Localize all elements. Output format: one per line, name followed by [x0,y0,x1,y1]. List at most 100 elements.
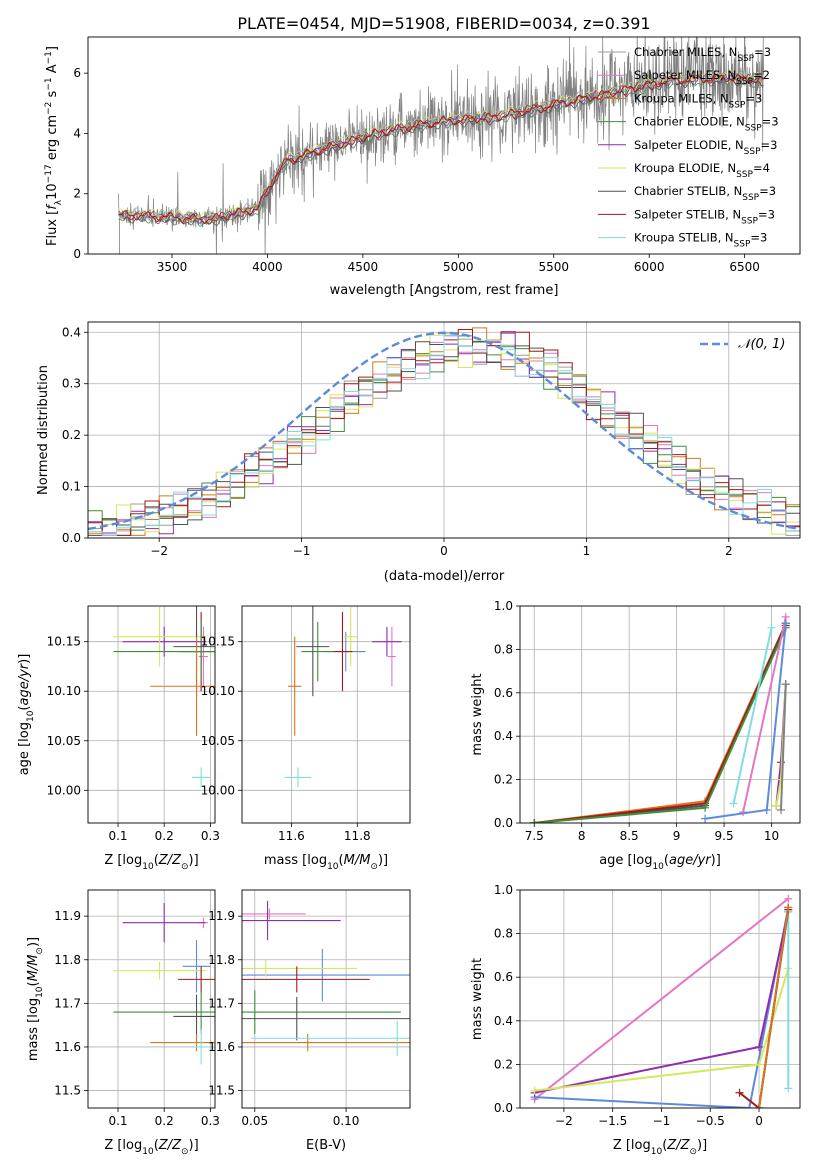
x-axis-label: (data-model)/error [384,569,505,584]
x-tick-label: −1 [653,1114,671,1128]
x-tick-label: 8 [578,829,586,843]
y-tick-label: 11.8 [208,953,235,967]
y-axis-label: Flux [fλ10−17 erg cm−2 s−1 A−1] [44,46,64,246]
legend-entry: Kroupa STELIB, NSSP=3 [634,231,767,250]
x-axis-label: age [log10(age/yr)] [599,853,721,872]
mass-weight-line [742,616,787,813]
legend-entry: Salpeter ELODIE, NSSP=3 [634,138,777,157]
x-tick-label: 0.10 [333,1114,360,1128]
x-tick-label: 9 [673,829,681,843]
axes-frame [519,889,801,1109]
y-tick-label: 11.7 [208,996,235,1010]
axes-frame [241,605,411,824]
plot-area [530,894,793,1108]
data-point-marker [781,619,790,628]
y-tick-label: 11.5 [208,1084,235,1098]
data-point-marker [767,623,776,632]
data-point-marker [784,903,793,912]
data-point-marker [784,894,793,903]
data-point-marker [772,801,781,810]
y-tick-label: 0.8 [494,927,513,941]
x-axis-label: Z [log10(Z/Z⊙)] [104,1138,198,1157]
age-vs-mass-panel: 11.6 11.8 10.00 10.05 10.10 10.15 mass [log10(… [201,605,411,872]
y-tick-label: 10.00 [47,783,81,797]
y-tick-label: 0 [73,247,81,261]
x-tick-label: −0.5 [696,1114,725,1128]
y-tick-label: 11.6 [208,1040,235,1054]
axes-frame [87,889,216,1109]
y-tick-label: 0.0 [494,816,513,830]
legend-entry: Chabrier MILES, NSSP=3 [634,45,771,64]
y-axis-label: age [log10(age/yr)] [17,654,36,776]
axes-frame [87,36,801,255]
data-point-marker [530,1086,539,1095]
y-tick-label: 0.0 [494,1101,513,1115]
mass-vs-metallicity-panel: 0.1 0.2 0.3 11.5 11.6 11.7 11.8 11.9 Z [log10(Z/… [26,889,220,1157]
legend-entry: Kroupa ELODIE, NSSP=4 [634,161,770,180]
legend-entry: Chabrier STELIB, NSSP=3 [634,184,776,203]
y-tick-label: 11.8 [54,953,81,967]
x-axis-label: mass [log10(M/M⊙)] [264,853,388,872]
y-tick-label: 11.9 [54,909,81,923]
data-point-marker [735,1088,744,1097]
x-tick-label: 6000 [634,260,665,274]
plot-area [113,903,215,1065]
y-tick-label: 0.3 [62,377,81,391]
legend-entry: Salpeter STELIB, NSSP=3 [634,207,775,226]
y-axis-label: mass weight [470,673,485,755]
plot-area [118,37,765,254]
model-spectrum [118,74,764,226]
plot-area [88,327,800,536]
y-axis-label: Normed distribution [36,365,51,495]
plot-area [113,606,215,788]
y-tick-label: 0.8 [494,642,513,656]
figure-title: PLATE=0454, MJD=51908, FIBERID=0034, z=0… [237,14,650,33]
legend-entry: Salpeter MILES, NSSP=2 [634,68,770,87]
x-tick-label: −2 [555,1114,573,1128]
x-tick-label: 11.8 [344,829,371,843]
x-tick-label: 0 [440,544,448,558]
data-point-marker [729,799,738,808]
x-tick-label: 0.2 [155,1114,174,1128]
y-axis-label: mass [log10(M/M⊙)] [26,937,45,1061]
x-tick-label: 4500 [348,260,379,274]
data-point-marker [784,1084,793,1093]
y-tick-label: 10.00 [201,783,235,797]
x-tick-label: 9.5 [715,829,734,843]
model-spectrum [118,70,764,223]
residual-histogram [88,335,800,536]
data-point-marker [762,805,771,814]
plot-area [530,612,790,823]
plot-area [284,606,402,788]
x-tick-label: −1.5 [598,1114,627,1128]
x-tick-label: 5500 [538,260,569,274]
x-tick-label: 0 [755,1114,763,1128]
data-point-marker [777,775,786,784]
y-tick-label: 4 [73,126,81,140]
axes-frame [241,889,411,1109]
y-tick-label: 10.10 [47,684,81,698]
y-tick-label: 0.2 [494,773,513,787]
legend-entry: 𝒩(0, 1) [738,337,785,352]
y-tick-label: 11.6 [54,1040,81,1054]
y-tick-label: 0.2 [62,428,81,442]
mass-vs-ebv-panel: 0.05 0.10 11.5 11.6 11.7 11.8 11.9 E(B-V) [208,889,411,1153]
y-tick-label: 0.0 [62,531,81,545]
data-point-marker [755,1060,764,1069]
x-tick-label: 4000 [252,260,283,274]
y-tick-label: 10.05 [201,734,235,748]
x-tick-label: 1 [583,544,591,558]
x-tick-label: 8.5 [620,829,639,843]
age-vs-metallicity-panel: 0.1 0.2 0.3 10.00 10.05 10.10 10.15 Z [log10(Z/… [17,605,220,872]
y-tick-label: 6 [73,66,81,80]
data-point-marker [701,803,710,812]
x-tick-label: 0.3 [201,829,220,843]
mass-weight-vs-age-panel: 7.5 8 8.5 9 9.5 10 0.0 0.2 0.4 0.6 0.8 1.0 age [log1… [470,599,801,872]
x-tick-label: 11.6 [278,829,305,843]
x-tick-label: 0.05 [241,1114,268,1128]
y-tick-label: 0.4 [494,1014,513,1028]
data-point-marker [781,680,790,689]
y-axis-label: mass weight [470,958,485,1040]
x-tick-label: 0.1 [108,1114,127,1128]
